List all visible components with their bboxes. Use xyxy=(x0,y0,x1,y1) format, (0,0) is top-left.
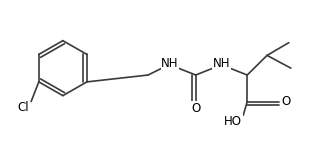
Text: O: O xyxy=(281,95,291,108)
Text: Cl: Cl xyxy=(17,101,29,114)
Text: NH: NH xyxy=(213,57,230,70)
Text: O: O xyxy=(191,102,200,115)
Text: HO: HO xyxy=(224,115,242,128)
Text: NH: NH xyxy=(161,57,179,70)
